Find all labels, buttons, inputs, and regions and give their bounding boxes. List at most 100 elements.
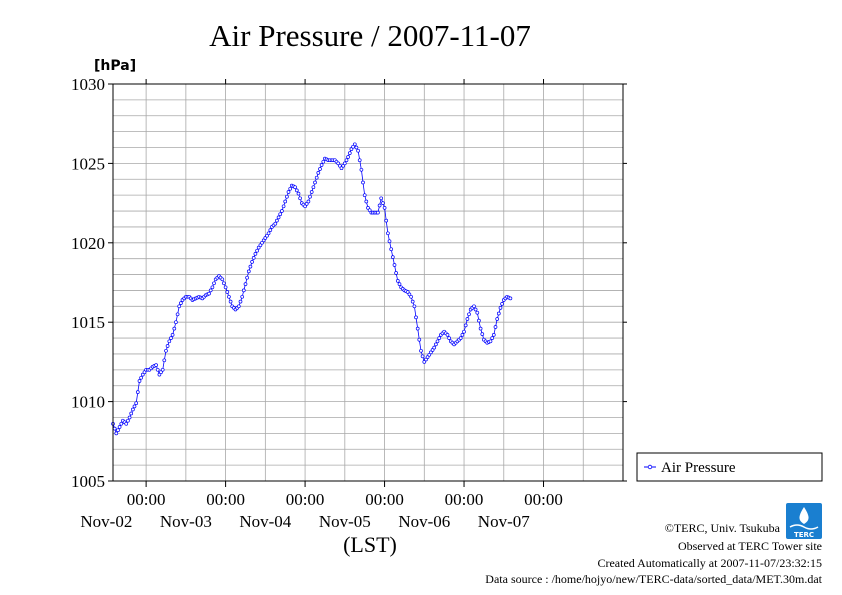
data-point <box>498 306 503 310</box>
x-tick-time-label: 00:00 <box>445 490 484 509</box>
data-point <box>160 367 165 372</box>
data-point <box>134 401 139 406</box>
x-tick-time-label: 00:00 <box>365 490 404 509</box>
data-point <box>253 252 258 256</box>
data-point <box>417 337 422 342</box>
data-point <box>473 307 478 312</box>
data-point <box>172 326 177 331</box>
data-point <box>410 299 415 304</box>
data-point <box>467 312 471 317</box>
data-point <box>175 312 180 317</box>
data-point <box>159 370 163 375</box>
data-point <box>139 375 143 380</box>
data-point <box>342 161 347 166</box>
data-point <box>419 348 423 353</box>
data-point <box>508 296 513 301</box>
data-point <box>389 247 394 252</box>
data-point <box>167 339 172 344</box>
terc-logo: TERC <box>786 503 822 539</box>
footer-copyright: ©TERC, Univ. Tsukuba <box>665 521 781 535</box>
data-point <box>420 354 425 359</box>
data-point <box>407 292 412 297</box>
data-point <box>387 239 392 244</box>
data-point <box>478 326 483 331</box>
data-point <box>415 326 420 331</box>
data-point <box>362 193 367 198</box>
legend: Air Pressure <box>636 452 823 482</box>
data-point <box>248 264 253 269</box>
data-point <box>225 290 230 294</box>
data-point <box>155 367 160 372</box>
data-point <box>381 201 385 205</box>
data-point <box>364 199 369 204</box>
data-point <box>462 329 466 334</box>
legend-label-air-pressure: Air Pressure <box>661 460 736 476</box>
x-tick-time-label: 00:00 <box>524 490 563 509</box>
data-point <box>250 260 254 264</box>
data-point <box>490 336 495 340</box>
data-point <box>280 209 284 213</box>
data-point <box>222 281 226 286</box>
data-point <box>164 348 168 353</box>
data-point <box>480 332 485 336</box>
x-tick-date-label: Nov-04 <box>239 512 291 531</box>
data-point <box>336 161 341 166</box>
legend-box <box>636 452 823 482</box>
data-point <box>220 277 225 282</box>
data-point <box>384 218 389 223</box>
y-tick-label: 1005 <box>71 472 105 491</box>
data-point <box>266 231 271 236</box>
data-point <box>243 282 248 286</box>
data-point <box>447 336 451 340</box>
data-point <box>298 196 302 201</box>
data-point <box>179 301 183 305</box>
data-point <box>119 421 124 426</box>
data-point <box>309 190 314 194</box>
x-axis-label: (LST) <box>343 532 397 557</box>
data-point <box>212 281 216 286</box>
data-point <box>379 196 384 201</box>
data-point <box>382 206 387 210</box>
data-point <box>495 317 500 321</box>
y-axis-ticks: 1005 1010 1015 1020 1025 1030 <box>71 75 627 491</box>
data-point <box>278 212 283 217</box>
data-point <box>414 315 418 320</box>
x-axis-ticks: 00:00 Nov-02 00:00 Nov-03 00:00 Nov-04 00:00 No… <box>80 79 563 531</box>
data-point <box>135 390 140 394</box>
data-point <box>228 299 233 304</box>
data-point <box>432 345 437 350</box>
data-point <box>376 210 380 215</box>
data-point <box>170 333 175 337</box>
data-point <box>390 255 395 259</box>
data-point <box>397 282 402 286</box>
data-point <box>354 145 359 150</box>
data-point <box>308 194 312 199</box>
y-axis-unit-label: [hPa] <box>94 58 136 74</box>
data-point <box>208 288 213 293</box>
data-point <box>288 186 293 191</box>
data-point <box>394 271 398 275</box>
data-point <box>129 411 134 416</box>
y-tick-label: 1010 <box>71 393 105 412</box>
footer-data-source: Data source : /home/hojyo/new/TERC-data/… <box>485 572 822 586</box>
data-point <box>349 147 354 151</box>
data-point <box>285 194 289 199</box>
data-point <box>422 360 427 364</box>
data-point <box>165 344 170 348</box>
data-point <box>246 269 251 274</box>
data-point <box>321 159 326 164</box>
x-tick-time-label: 00:00 <box>286 490 325 509</box>
data-point <box>281 204 286 209</box>
data-point <box>319 163 324 167</box>
data-point <box>435 339 440 344</box>
data-point <box>293 185 297 190</box>
data-point <box>154 363 158 367</box>
data-point <box>245 275 249 280</box>
data-point <box>491 333 496 337</box>
data-point <box>276 215 281 220</box>
data-point <box>352 142 357 147</box>
x-tick-time-label: 00:00 <box>206 490 245 509</box>
chart-title: Air Pressure / 2007-11-07 <box>209 18 531 53</box>
x-tick-time-label: 00:00 <box>127 490 166 509</box>
